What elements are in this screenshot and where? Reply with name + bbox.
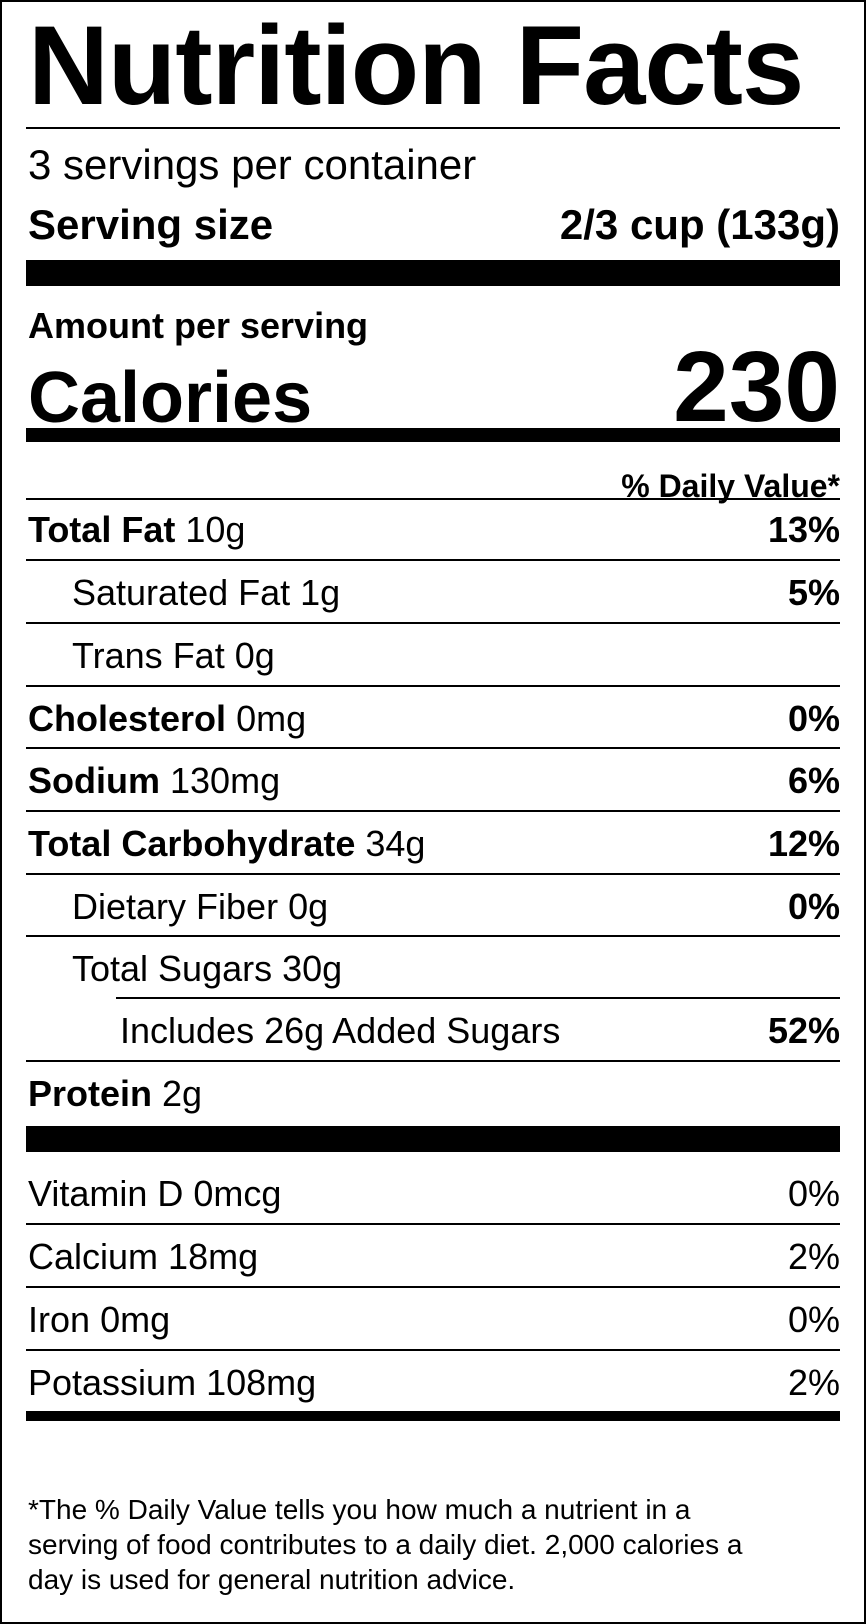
nutrient-amount: 0g xyxy=(234,635,275,676)
vitamin-dv: 2% xyxy=(787,1236,840,1277)
vitamin-amount: 0mcg xyxy=(193,1173,282,1214)
vitamin-row-vitamin-d: Vitamin D 0mcg 0% xyxy=(26,1162,840,1226)
nutrient-row-added-sugars: Includes 26g Added Sugars 52% xyxy=(26,999,840,1063)
nutrient-dv: 6% xyxy=(787,760,840,801)
nutrient-amount: 2g xyxy=(162,1073,203,1114)
nutrient-amount: 0mg xyxy=(236,698,307,739)
vitamin-amount: 0mg xyxy=(100,1299,171,1340)
nutrient-amount: 30g xyxy=(282,948,343,989)
nutrient-amount: 130mg xyxy=(170,760,281,801)
divider xyxy=(116,997,840,999)
divider xyxy=(26,873,840,875)
vitamin-name: Iron xyxy=(28,1299,91,1340)
divider xyxy=(26,747,840,749)
nutrient-name: Total Fat xyxy=(28,509,176,550)
nutrient-dv: 0% xyxy=(787,698,840,739)
nutrient-dv: 0% xyxy=(787,886,840,927)
nutrient-name: Sodium xyxy=(28,760,160,801)
medium-divider xyxy=(26,428,840,442)
nutrient-row-protein: Protein 2g xyxy=(26,1062,840,1126)
nutrient-row-trans-fat: Trans Fat 0g xyxy=(26,624,840,688)
nutrient-dv: 13% xyxy=(767,509,840,550)
divider xyxy=(26,1060,840,1062)
nutrient-row-total-carbohydrate: Total Carbohydrate 34g 12% xyxy=(26,812,840,876)
vitamin-dv: 0% xyxy=(787,1299,840,1340)
serving-size-label: Serving size xyxy=(28,201,274,248)
serving-size-value: 2/3 cup (133g) xyxy=(559,201,840,248)
vitamin-name: Vitamin D xyxy=(28,1173,184,1214)
nutrient-amount: 34g xyxy=(365,823,426,864)
divider xyxy=(26,498,840,500)
vitamin-dv: 2% xyxy=(787,1362,840,1403)
nutrient-name: Dietary Fiber xyxy=(72,886,279,927)
nutrient-name: Saturated Fat xyxy=(72,572,291,613)
thick-divider xyxy=(26,1126,840,1152)
divider xyxy=(26,559,840,561)
nutrient-name: Cholesterol xyxy=(28,698,227,739)
nutrient-row-sodium: Sodium 130mg 6% xyxy=(26,749,840,813)
nutrient-name: Total Sugars xyxy=(72,948,273,989)
footnote-line: *The % Daily Value tells you how much a … xyxy=(28,1494,691,1525)
nutrient-name: Trans Fat xyxy=(72,635,225,676)
nutrient-name: Protein xyxy=(28,1073,153,1114)
vitamin-name: Calcium xyxy=(28,1236,159,1277)
label-title: Nutrition Facts xyxy=(28,3,804,128)
vitamin-dv: 0% xyxy=(787,1173,840,1214)
calories-value: 230 xyxy=(673,331,840,443)
nutrient-name: Includes 26g Added Sugars xyxy=(120,1010,561,1051)
nutrient-row-dietary-fiber: Dietary Fiber 0g 0% xyxy=(26,875,840,939)
vitamin-amount: 18mg xyxy=(168,1236,259,1277)
thick-divider xyxy=(26,1411,840,1421)
vitamin-row-potassium: Potassium 108mg 2% xyxy=(26,1351,840,1415)
footnote: *The % Daily Value tells you how much a … xyxy=(28,1492,842,1597)
thick-divider xyxy=(26,260,840,286)
vitamin-row-calcium: Calcium 18mg 2% xyxy=(26,1225,840,1289)
servings-per-container: 3 servings per container xyxy=(28,141,477,188)
vitamin-amount: 108mg xyxy=(206,1362,317,1403)
nutrient-amount: 0g xyxy=(288,886,329,927)
vitamin-row-iron: Iron 0mg 0% xyxy=(26,1288,840,1352)
nutrient-row-total-fat: Total Fat 10g 13% xyxy=(26,498,840,562)
daily-value-header: % Daily Value* xyxy=(621,468,840,504)
footnote-line: serving of food contributes to a daily d… xyxy=(28,1529,743,1560)
nutrient-row-total-sugars: Total Sugars 30g xyxy=(26,937,840,1001)
nutrient-amount: 1g xyxy=(300,572,341,613)
vitamin-name: Potassium xyxy=(28,1362,197,1403)
divider xyxy=(26,622,840,624)
footnote-line: day is used for general nutrition advice… xyxy=(28,1564,516,1595)
divider xyxy=(26,1223,840,1225)
divider xyxy=(26,810,840,812)
nutrient-name: Total Carbohydrate xyxy=(28,823,356,864)
amount-per-serving: Amount per serving xyxy=(28,305,369,346)
nutrient-row-saturated-fat: Saturated Fat 1g 5% xyxy=(26,561,840,625)
calories-label: Calories xyxy=(28,358,313,438)
nutrient-dv: 5% xyxy=(787,572,840,613)
nutrient-amount: 10g xyxy=(185,509,246,550)
divider xyxy=(26,1349,840,1351)
divider xyxy=(26,1286,840,1288)
divider xyxy=(26,127,840,129)
nutrient-row-cholesterol: Cholesterol 0mg 0% xyxy=(26,687,840,751)
divider xyxy=(26,685,840,687)
nutrient-dv: 12% xyxy=(767,823,840,864)
nutrient-dv: 52% xyxy=(767,1010,840,1051)
divider xyxy=(26,935,840,937)
